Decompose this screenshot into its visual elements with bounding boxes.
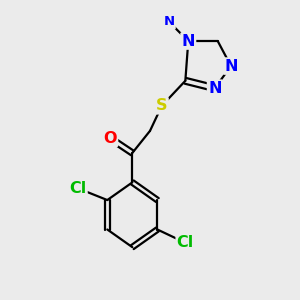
Text: Cl: Cl	[177, 235, 194, 250]
Text: Cl: Cl	[69, 181, 86, 196]
Text: N: N	[224, 58, 238, 74]
Text: O: O	[103, 131, 117, 146]
Text: N: N	[164, 15, 175, 28]
Text: N: N	[182, 34, 195, 49]
Text: S: S	[156, 98, 167, 113]
Text: N: N	[208, 81, 221, 96]
